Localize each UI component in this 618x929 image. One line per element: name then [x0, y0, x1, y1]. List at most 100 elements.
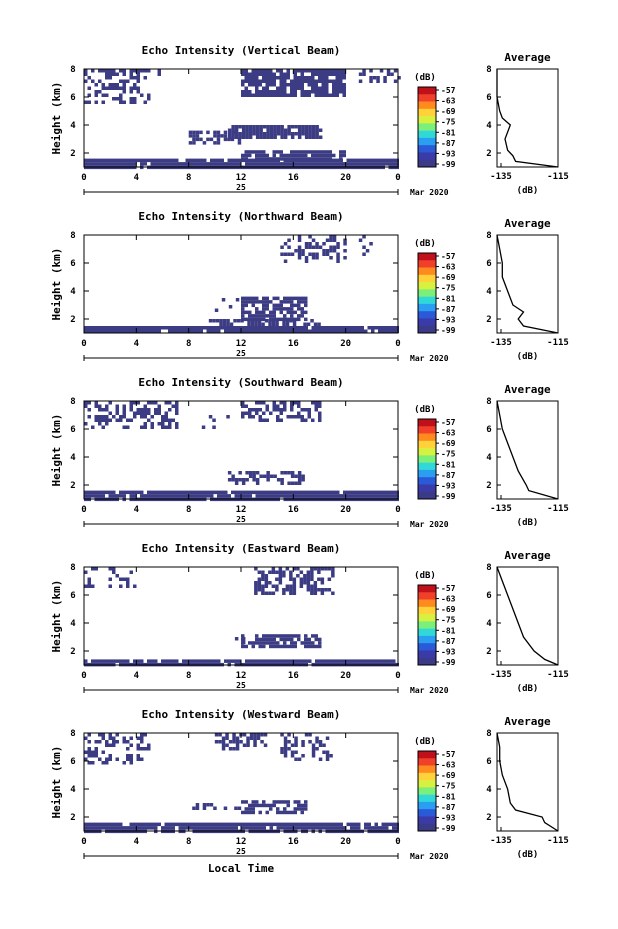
echo-cell	[314, 157, 318, 161]
echo-cell	[199, 137, 203, 142]
echo-cell	[255, 296, 259, 301]
echo-cell	[91, 490, 95, 495]
echo-cell	[227, 326, 231, 330]
echo-cell	[283, 135, 288, 139]
echo-cell	[262, 418, 266, 422]
echo-cell	[353, 329, 357, 333]
echo-cell	[248, 826, 252, 830]
echo-cell	[289, 584, 293, 588]
echo-cell	[262, 401, 266, 405]
echo-cell	[304, 733, 309, 737]
echo-cell	[224, 494, 228, 498]
avg-x-tick-label: -115	[547, 836, 569, 846]
echo-cell	[154, 826, 158, 830]
echo-cell	[94, 158, 98, 163]
echo-cell	[278, 581, 283, 585]
echo-cell	[253, 740, 257, 744]
echo-cell	[150, 490, 154, 495]
echo-cell	[84, 72, 88, 76]
colorbar-unit: (dB)	[414, 737, 436, 747]
echo-cell	[259, 128, 263, 132]
echo-cell	[164, 411, 168, 415]
echo-cell	[308, 125, 312, 129]
colorbar-label: -87	[441, 637, 456, 646]
echo-cell	[304, 637, 308, 642]
echo-cell	[168, 401, 172, 405]
echo-cell	[265, 157, 269, 161]
echo-cell	[308, 242, 312, 246]
echo-cell	[283, 307, 287, 311]
echo-cell	[192, 141, 196, 145]
echo-cell	[196, 329, 200, 333]
echo-cell	[300, 810, 304, 815]
echo-cell	[202, 803, 207, 807]
echo-cell	[339, 326, 343, 330]
echo-cell	[164, 401, 168, 405]
echo-cell	[364, 158, 368, 163]
echo-cell	[314, 90, 318, 94]
echo-cell	[269, 807, 273, 811]
echo-cell	[168, 329, 172, 333]
echo-cell	[122, 761, 126, 765]
echo-cell	[374, 326, 378, 330]
echo-cell	[322, 750, 326, 754]
colorbar-label: -75	[441, 782, 456, 791]
echo-cell	[91, 567, 95, 571]
echo-cell	[369, 242, 373, 246]
echo-cell	[84, 584, 88, 588]
echo-cell	[381, 494, 385, 498]
echo-cell	[112, 158, 116, 163]
echo-cell	[258, 408, 262, 412]
echo-cell	[154, 490, 158, 495]
echo-cell	[262, 317, 266, 322]
echo-cell	[105, 418, 109, 422]
echo-cell	[234, 162, 238, 166]
echo-cell	[311, 329, 315, 333]
echo-cell	[287, 238, 291, 242]
echo-cells	[84, 401, 399, 502]
echo-cell	[350, 822, 354, 827]
echo-cell	[342, 153, 346, 158]
echo-cell	[225, 743, 229, 747]
echo-cell	[306, 570, 311, 574]
echo-cell	[293, 415, 297, 419]
echo-cell	[217, 326, 221, 330]
echo-cell	[206, 826, 210, 830]
echo-cell	[122, 494, 126, 498]
echo-cell	[308, 740, 312, 744]
echo-cell	[297, 478, 302, 482]
echo-cell	[318, 72, 322, 76]
echo-cell	[279, 634, 283, 638]
date-label: 25	[236, 349, 246, 358]
echo-cell	[276, 415, 280, 419]
y-tick-label: 6	[70, 591, 75, 601]
echo-cell	[108, 736, 112, 740]
echo-cell	[311, 418, 315, 422]
echo-cell	[230, 137, 235, 142]
echo-cell	[269, 803, 273, 808]
avg-y-tick-label: 6	[486, 259, 491, 269]
echo-cell	[304, 822, 308, 827]
echo-cell	[192, 659, 196, 663]
echo-cell	[199, 326, 203, 330]
echo-cell	[310, 567, 314, 571]
echo-cell	[223, 134, 228, 138]
echo-cell	[251, 303, 255, 308]
echo-cell	[276, 404, 280, 408]
y-tick-label: 8	[70, 563, 75, 573]
echo-cell	[248, 659, 252, 663]
echo-cell	[304, 128, 309, 132]
echo-cell	[87, 86, 91, 90]
echo-cell	[279, 69, 283, 73]
echo-cell	[115, 659, 119, 663]
echo-cell	[272, 408, 276, 412]
echo-cell	[252, 826, 256, 830]
echo-cell	[105, 329, 109, 333]
echo-cell	[294, 750, 298, 754]
echo-cell	[94, 490, 98, 495]
echo-cell	[318, 490, 322, 495]
echo-cell	[392, 326, 396, 330]
echo-cell	[224, 490, 228, 495]
echo-cell	[112, 567, 116, 571]
y-tick-label: 4	[70, 453, 76, 463]
